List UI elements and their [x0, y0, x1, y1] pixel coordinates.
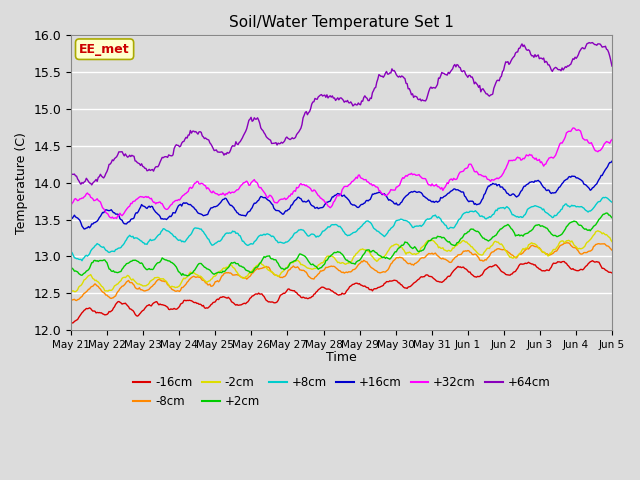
- +32cm: [597, 146, 605, 152]
- +32cm: [390, 187, 398, 193]
- X-axis label: Time: Time: [326, 351, 357, 364]
- +32cm: [325, 204, 333, 210]
- -16cm: [324, 286, 332, 292]
- +64cm: [511, 50, 519, 56]
- -16cm: [589, 258, 596, 264]
- +32cm: [67, 202, 75, 208]
- -2cm: [597, 229, 605, 235]
- +8cm: [608, 199, 616, 205]
- +16cm: [80, 226, 88, 232]
- -8cm: [563, 240, 570, 246]
- +16cm: [328, 194, 336, 200]
- +2cm: [596, 216, 604, 221]
- +16cm: [67, 214, 75, 220]
- -16cm: [328, 288, 335, 294]
- +2cm: [328, 252, 336, 257]
- +64cm: [325, 94, 333, 99]
- Line: -16cm: -16cm: [71, 261, 612, 324]
- Line: +8cm: +8cm: [71, 197, 612, 261]
- +32cm: [113, 216, 120, 221]
- -2cm: [608, 239, 616, 244]
- +64cm: [390, 68, 398, 73]
- -16cm: [511, 269, 518, 275]
- Text: EE_met: EE_met: [79, 43, 130, 56]
- Line: +32cm: +32cm: [71, 128, 612, 218]
- -2cm: [511, 254, 519, 260]
- -8cm: [597, 241, 605, 247]
- -2cm: [325, 253, 333, 259]
- Line: +64cm: +64cm: [71, 43, 612, 185]
- +8cm: [78, 258, 86, 264]
- -16cm: [389, 278, 397, 284]
- +16cm: [361, 200, 369, 206]
- -2cm: [361, 247, 369, 253]
- Line: +2cm: +2cm: [71, 213, 612, 276]
- +8cm: [390, 222, 398, 228]
- +8cm: [67, 249, 75, 254]
- -8cm: [67, 297, 75, 303]
- -2cm: [390, 242, 398, 248]
- -8cm: [511, 255, 519, 261]
- +8cm: [325, 224, 333, 230]
- +8cm: [361, 220, 369, 226]
- +32cm: [328, 203, 336, 208]
- +16cm: [511, 193, 519, 199]
- Legend: -16cm, -8cm, -2cm, +2cm, +8cm, +16cm, +32cm, +64cm: -16cm, -8cm, -2cm, +2cm, +8cm, +16cm, +3…: [128, 372, 555, 413]
- -8cm: [390, 257, 398, 263]
- -2cm: [67, 287, 75, 293]
- +64cm: [328, 93, 336, 99]
- -2cm: [328, 254, 336, 260]
- +2cm: [183, 273, 191, 279]
- Title: Soil/Water Temperature Set 1: Soil/Water Temperature Set 1: [229, 15, 454, 30]
- -8cm: [325, 264, 333, 270]
- Line: -8cm: -8cm: [71, 243, 612, 300]
- Y-axis label: Temperature (C): Temperature (C): [15, 132, 28, 234]
- +32cm: [361, 177, 369, 182]
- -16cm: [596, 261, 604, 267]
- -8cm: [73, 298, 81, 303]
- -8cm: [361, 258, 369, 264]
- -2cm: [70, 289, 78, 295]
- +8cm: [511, 213, 519, 219]
- +8cm: [602, 194, 609, 200]
- +64cm: [361, 93, 369, 99]
- +16cm: [596, 175, 604, 181]
- -16cm: [360, 284, 367, 289]
- Line: -2cm: -2cm: [71, 231, 612, 292]
- +2cm: [603, 210, 611, 216]
- +32cm: [608, 137, 616, 143]
- +64cm: [589, 40, 596, 46]
- Line: +16cm: +16cm: [71, 161, 612, 229]
- +2cm: [67, 264, 75, 270]
- +16cm: [390, 201, 398, 206]
- +32cm: [569, 125, 577, 131]
- +16cm: [608, 158, 616, 164]
- -8cm: [328, 264, 336, 269]
- +16cm: [325, 199, 333, 204]
- +2cm: [325, 254, 333, 260]
- +8cm: [328, 222, 336, 228]
- +64cm: [597, 42, 605, 48]
- +8cm: [596, 199, 604, 204]
- -16cm: [608, 270, 616, 276]
- -16cm: [67, 321, 75, 326]
- +2cm: [608, 215, 616, 221]
- +64cm: [67, 171, 75, 177]
- -8cm: [608, 247, 616, 253]
- -2cm: [594, 228, 602, 234]
- +2cm: [361, 250, 369, 256]
- +32cm: [511, 157, 519, 163]
- +2cm: [390, 251, 398, 256]
- +64cm: [88, 182, 95, 188]
- +64cm: [608, 63, 616, 69]
- +2cm: [511, 233, 519, 239]
